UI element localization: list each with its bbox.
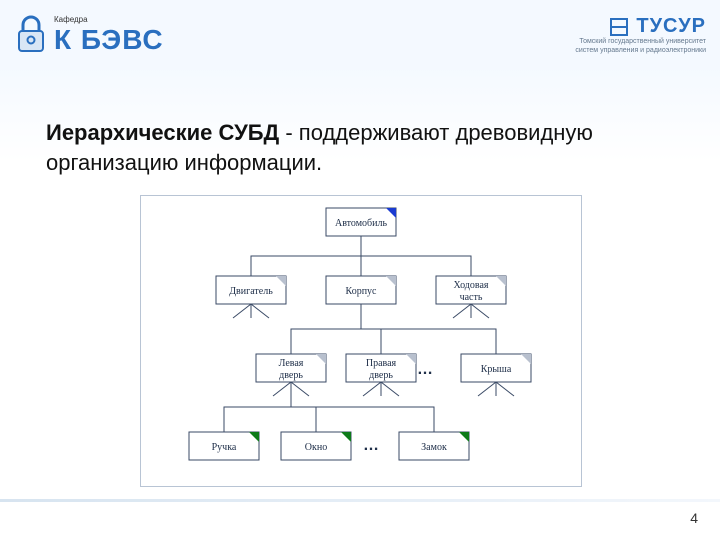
tree-node-handle: Ручка	[189, 432, 259, 460]
tree-node-window: Окно	[281, 432, 351, 460]
logo-right: ТУСУР Томский государственный университе…	[575, 15, 706, 55]
svg-text:Замок: Замок	[421, 442, 447, 453]
tree-fan	[363, 382, 381, 396]
tree-fan	[496, 382, 514, 396]
svg-text:дверь: дверь	[279, 370, 303, 381]
tree-node-rdoor: Праваядверь	[346, 354, 416, 382]
tree-edge	[291, 304, 361, 354]
tree-edge	[251, 236, 361, 276]
tree-fan	[381, 382, 399, 396]
tree-node-body: Корпус	[326, 276, 396, 304]
ellipsis: …	[363, 437, 379, 454]
heading-bold: Иерархические СУБД	[46, 120, 279, 145]
tree-node-ldoor: Леваядверь	[256, 354, 326, 382]
svg-text:Автомобиль: Автомобиль	[335, 218, 388, 229]
logo-left-sub: Кафедра	[54, 15, 164, 24]
tree-diagram: Автомобиль Двигатель Корпус Ходоваячасть Лев…	[140, 195, 582, 487]
svg-text:Ходовая: Ходовая	[453, 280, 488, 291]
logo-right-tag1: Томский государственный университет	[579, 38, 706, 46]
svg-text:Окно: Окно	[305, 442, 327, 453]
tree-fan	[233, 304, 251, 318]
tusur-icon	[608, 16, 630, 38]
logo-right-brand: ТУСУР	[636, 15, 706, 38]
tree-edge	[291, 382, 434, 432]
tree-node-chas: Ходоваячасть	[436, 276, 506, 304]
svg-text:Левая: Левая	[279, 358, 304, 369]
logo-left-brand: К БЭВС	[54, 24, 164, 56]
svg-text:часть: часть	[460, 292, 483, 303]
ellipsis: …	[417, 361, 433, 378]
svg-text:дверь: дверь	[369, 370, 393, 381]
tree-fan	[273, 382, 291, 396]
slide-header: Кафедра К БЭВС ТУСУР Томский государстве…	[0, 0, 720, 70]
slide: Кафедра К БЭВС ТУСУР Томский государстве…	[0, 0, 720, 540]
lock-icon	[14, 15, 48, 55]
tree-fan	[478, 382, 496, 396]
logo-right-tag2: систем управления и радиоэлектроники	[575, 47, 706, 55]
tree-edge	[361, 236, 471, 276]
tree-node-auto: Автомобиль	[326, 208, 396, 236]
tree-fan	[453, 304, 471, 318]
svg-text:Ручка: Ручка	[212, 442, 237, 453]
svg-text:Крыша: Крыша	[481, 364, 512, 375]
svg-text:Корпус: Корпус	[346, 286, 378, 297]
logo-left: Кафедра К БЭВС	[14, 15, 164, 56]
slide-heading: Иерархические СУБД - поддерживают древов…	[46, 118, 674, 177]
page-number: 4	[690, 510, 698, 526]
svg-text:Двигатель: Двигатель	[229, 286, 273, 297]
tree-fan	[291, 382, 309, 396]
tree-node-lock: Замок	[399, 432, 469, 460]
tree-fan	[471, 304, 489, 318]
tree-fan	[251, 304, 269, 318]
tree-node-eng: Двигатель	[216, 276, 286, 304]
tree-svg: Автомобиль Двигатель Корпус Ходоваячасть Лев…	[141, 196, 581, 486]
bottom-divider	[0, 499, 720, 502]
tree-node-roof: Крыша	[461, 354, 531, 382]
svg-text:Правая: Правая	[366, 358, 397, 369]
